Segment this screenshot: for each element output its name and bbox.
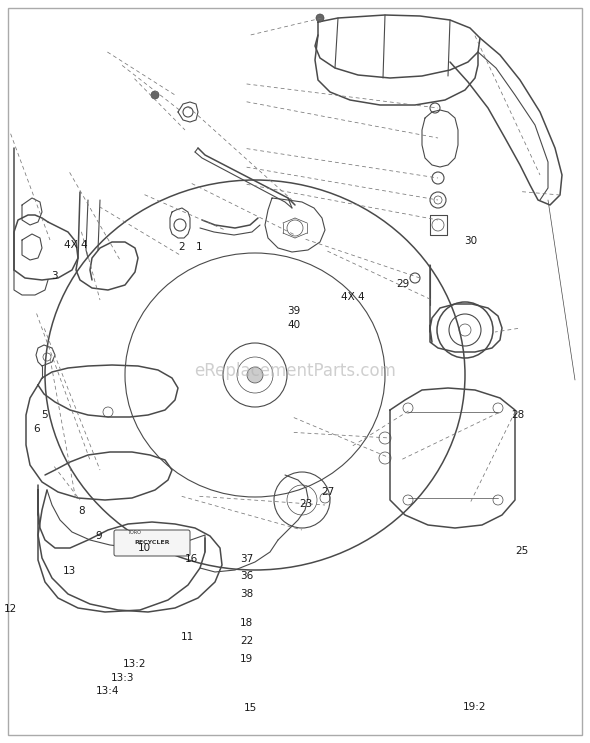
Text: 19:2: 19:2 [463, 702, 487, 713]
Text: 13:3: 13:3 [110, 672, 134, 683]
Text: 13: 13 [63, 565, 76, 576]
Text: 11: 11 [181, 632, 194, 642]
Text: 22: 22 [240, 636, 253, 646]
Text: 25: 25 [516, 546, 529, 557]
Text: 37: 37 [240, 554, 253, 564]
FancyBboxPatch shape [114, 530, 190, 556]
Text: 13:4: 13:4 [96, 686, 119, 696]
Text: 15: 15 [244, 703, 257, 713]
Text: 2: 2 [178, 241, 185, 252]
Text: 39: 39 [287, 305, 300, 316]
Text: 10: 10 [138, 543, 151, 554]
Text: 1: 1 [196, 241, 203, 252]
Text: 23: 23 [299, 499, 312, 509]
Text: 30: 30 [464, 236, 477, 247]
Text: 38: 38 [240, 589, 253, 600]
Text: 16: 16 [185, 554, 198, 565]
Text: RECYCLER: RECYCLER [135, 540, 170, 545]
Text: 27: 27 [321, 487, 334, 497]
Text: 4X 4: 4X 4 [341, 292, 365, 302]
Circle shape [316, 14, 324, 22]
Text: 40: 40 [287, 320, 300, 331]
Text: 18: 18 [240, 617, 253, 628]
Text: 6: 6 [33, 424, 40, 435]
Text: 28: 28 [512, 409, 525, 420]
Text: 12: 12 [4, 604, 17, 614]
Circle shape [247, 367, 263, 383]
Text: 36: 36 [240, 571, 253, 581]
Text: 29: 29 [396, 279, 409, 289]
Text: 19: 19 [240, 654, 253, 664]
Text: 4X 4: 4X 4 [64, 240, 87, 250]
Text: 8: 8 [78, 506, 85, 516]
Text: 3: 3 [51, 271, 58, 282]
Text: eReplacementParts.com: eReplacementParts.com [194, 363, 396, 380]
Circle shape [151, 91, 159, 99]
Text: 5: 5 [41, 409, 48, 420]
Text: 9: 9 [96, 531, 103, 542]
Text: 13:2: 13:2 [123, 659, 146, 669]
Text: TORO: TORO [127, 531, 141, 536]
